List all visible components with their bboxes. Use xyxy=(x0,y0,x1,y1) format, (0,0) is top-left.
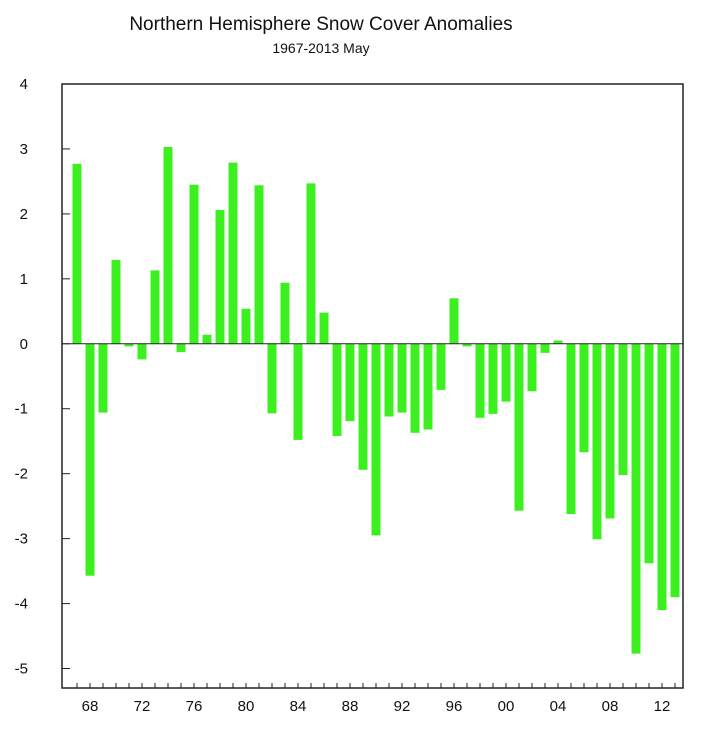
y-tick-label: -3 xyxy=(15,531,28,548)
bar-1992 xyxy=(397,343,407,413)
chart-subtitle: 1967-2013 May xyxy=(272,40,370,56)
bar-2004 xyxy=(553,340,563,344)
bar-2008 xyxy=(605,343,615,519)
bar-1983 xyxy=(280,282,290,344)
y-tick-label: 1 xyxy=(20,271,28,288)
x-axis: 68 72 76 80 84 88 92 96 00 04 08 12 xyxy=(76,683,676,715)
bar-1990 xyxy=(371,343,381,536)
bar-1973 xyxy=(150,270,160,344)
bar-2003 xyxy=(540,343,550,353)
bar-1982 xyxy=(267,343,277,414)
x-tick-label: 92 xyxy=(394,698,411,715)
bar-1996 xyxy=(449,298,459,344)
y-axis: 4 3 2 1 0 -1 -2 -3 -4 -5 xyxy=(15,76,70,678)
bar-2001 xyxy=(514,343,524,511)
x-tick-label: 88 xyxy=(342,698,359,715)
bar-1972 xyxy=(137,343,147,360)
bar-1997 xyxy=(462,343,472,347)
bars-group xyxy=(72,147,680,654)
y-tick-label: 2 xyxy=(20,206,28,223)
bar-1999 xyxy=(488,343,498,414)
bar-2012 xyxy=(657,343,667,611)
plot-frame xyxy=(61,83,684,689)
bar-1986 xyxy=(319,312,329,344)
bar-1974 xyxy=(163,147,173,344)
x-tick-label: 08 xyxy=(602,698,619,715)
y-tick-label: -5 xyxy=(15,661,28,678)
bar-2005 xyxy=(566,343,576,514)
x-tick-label: 04 xyxy=(550,698,567,715)
bar-1987 xyxy=(332,343,342,436)
bar-1967 xyxy=(72,163,82,344)
bar-1971 xyxy=(124,343,134,347)
bar-2013 xyxy=(670,343,680,598)
bar-1981 xyxy=(254,185,264,344)
bar-1970 xyxy=(111,260,121,344)
x-tick-label: 00 xyxy=(498,698,515,715)
y-tick-label: -1 xyxy=(15,401,28,418)
bar-1978 xyxy=(215,210,225,344)
bar-1984 xyxy=(293,343,303,440)
bar-1985 xyxy=(306,183,316,344)
bar-1998 xyxy=(475,343,485,418)
bar-2000 xyxy=(501,343,511,402)
bar-1968 xyxy=(85,343,95,576)
x-tick-label: 12 xyxy=(654,698,671,715)
bar-1975 xyxy=(176,343,186,353)
bar-1980 xyxy=(241,308,251,344)
y-tick-label: 4 xyxy=(20,76,28,93)
bar-1989 xyxy=(358,343,368,470)
bar-1979 xyxy=(228,162,238,344)
x-tick-label: 84 xyxy=(290,698,307,715)
bar-2007 xyxy=(592,343,602,540)
bar-2002 xyxy=(527,343,537,392)
bar-1977 xyxy=(202,334,212,344)
x-tick-label: 96 xyxy=(446,698,463,715)
y-tick-label: -4 xyxy=(15,596,28,613)
chart-title: Northern Hemisphere Snow Cover Anomalies xyxy=(129,14,513,35)
y-tick-label: 0 xyxy=(20,336,28,353)
y-tick-label: -2 xyxy=(15,466,28,483)
bar-1995 xyxy=(436,343,446,390)
bar-1993 xyxy=(410,343,420,433)
bar-2011 xyxy=(644,343,654,564)
bar-2010 xyxy=(631,343,641,654)
x-tick-label: 72 xyxy=(134,698,151,715)
x-tick-label: 68 xyxy=(82,698,99,715)
x-tick-label: 76 xyxy=(186,698,203,715)
bar-2006 xyxy=(579,343,589,453)
bar-1969 xyxy=(98,343,108,413)
bar-1976 xyxy=(189,184,199,344)
x-tick-label: 80 xyxy=(238,698,255,715)
bar-1994 xyxy=(423,343,433,430)
y-tick-label: 3 xyxy=(20,141,28,158)
bar-1988 xyxy=(345,343,355,422)
bar-2009 xyxy=(618,343,628,475)
bar-1991 xyxy=(384,343,394,417)
